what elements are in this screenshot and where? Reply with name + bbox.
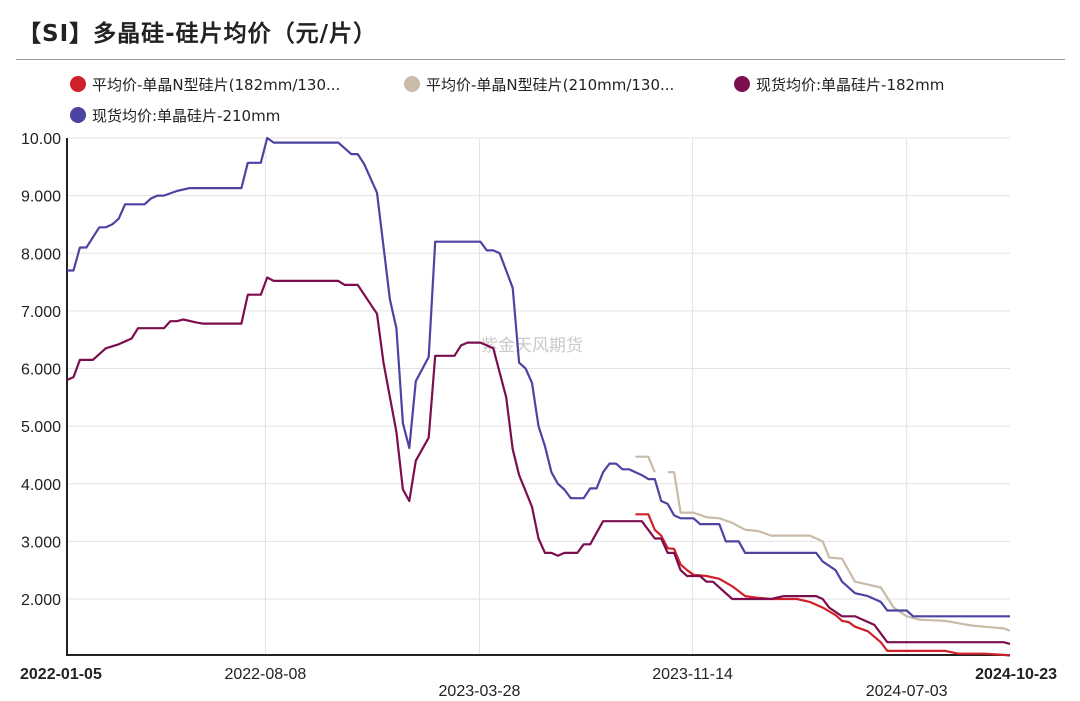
- legend: 平均价-单晶N型硅片(182mm/130... 平均价-单晶N型硅片(210mm/…: [70, 76, 944, 125]
- legend-marker: [404, 76, 420, 92]
- series-lines: [66, 136, 1011, 657]
- series-line-3: [66, 276, 1011, 645]
- axes: 10.00 9.000 8.000 7.000 6.000 5.000 4.000 3.000…: [20, 131, 1057, 700]
- grid: [67, 137, 1010, 655]
- series-line-4: [67, 136, 1010, 618]
- legend-label: 平均价-单晶N型硅片(210mm/130...: [426, 76, 674, 94]
- x-tick-label: 2024-07-03: [866, 683, 948, 700]
- x-tick-label: 2022-08-08: [224, 666, 306, 683]
- y-tick-label: 2.000: [21, 592, 61, 609]
- y-tick-label: 5.000: [21, 419, 61, 436]
- x-tick-label: 2022-01-05: [20, 666, 102, 683]
- y-tick-label: 6.000: [21, 362, 61, 379]
- legend-marker: [734, 76, 750, 92]
- legend-marker: [70, 107, 86, 123]
- legend-label: 平均价-单晶N型硅片(182mm/130...: [92, 76, 340, 94]
- legend-label: 现货均价:单晶硅片-182mm: [756, 76, 944, 94]
- y-tick-label: 10.00: [21, 131, 61, 148]
- legend-label: 现货均价:单晶硅片-210mm: [92, 107, 280, 125]
- series-line-2: [667, 471, 1011, 632]
- y-tick-label: 7.000: [21, 304, 61, 321]
- legend-marker: [70, 76, 86, 92]
- series-line-1: [635, 513, 1011, 657]
- series-line-2: [635, 455, 656, 473]
- x-tick-label: 2023-03-28: [439, 683, 521, 700]
- watermark: 紫金天风期货: [481, 336, 583, 356]
- x-tick-label: 2023-11-14: [652, 666, 733, 683]
- title-divider: [16, 59, 1065, 60]
- y-tick-label: 3.000: [21, 534, 61, 551]
- y-tick-label: 9.000: [21, 189, 61, 206]
- page-title: 【SI】多晶硅-硅片均价（元/片）: [18, 21, 378, 47]
- x-tick-label: 2024-10-23: [975, 666, 1057, 683]
- y-tick-label: 4.000: [21, 477, 61, 494]
- y-tick-label: 8.000: [21, 246, 61, 263]
